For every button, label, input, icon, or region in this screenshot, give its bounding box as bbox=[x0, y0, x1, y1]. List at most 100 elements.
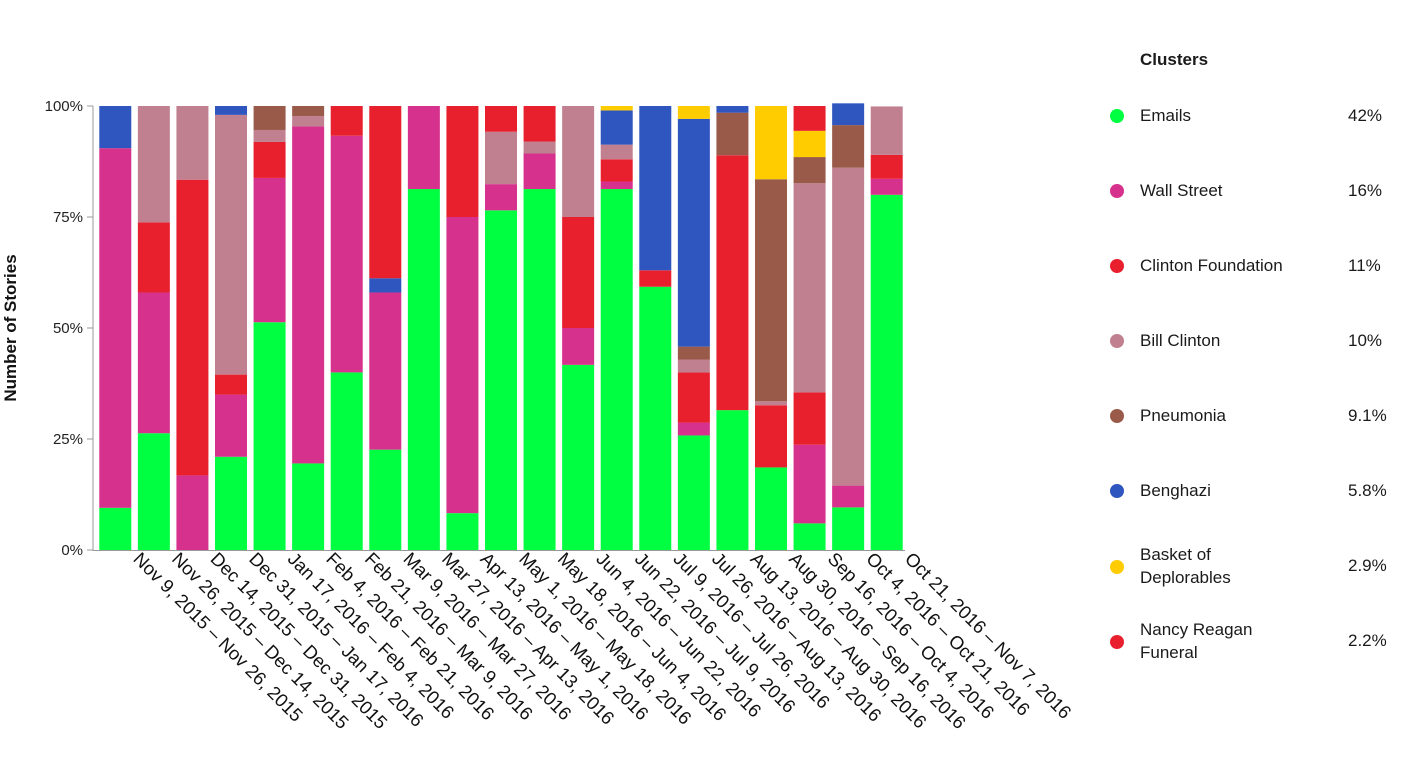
bar-segment bbox=[716, 112, 749, 156]
legend-marker bbox=[1110, 334, 1124, 348]
legend-marker bbox=[1110, 259, 1124, 273]
bar-segment bbox=[600, 159, 633, 182]
legend-item: Nancy Reagan Funeral 2.2% bbox=[1090, 620, 1400, 679]
legend-marker bbox=[1110, 409, 1124, 423]
bar-segment bbox=[137, 106, 170, 223]
legend-label: Wall Street bbox=[1140, 181, 1223, 200]
bar-segment bbox=[793, 183, 826, 393]
legend-marker bbox=[1110, 184, 1124, 198]
bar-segment bbox=[446, 106, 479, 217]
bar-segment bbox=[870, 106, 903, 155]
bar-segment bbox=[523, 189, 556, 550]
bar-segment bbox=[870, 154, 903, 179]
bars bbox=[99, 103, 903, 551]
bar-segment bbox=[639, 286, 672, 550]
bar-segment bbox=[485, 106, 517, 132]
legend-share: 42% bbox=[1348, 106, 1383, 125]
legend-label: Pneumonia bbox=[1140, 406, 1227, 425]
y-axis: 0% 25% 50% 75% 100% bbox=[45, 98, 905, 559]
bar-segment bbox=[176, 475, 209, 550]
y-tick-label: 25% bbox=[53, 431, 83, 448]
bar-segment bbox=[600, 110, 633, 145]
legend-label: Nancy Reagan Funeral bbox=[1140, 620, 1253, 662]
bar-segment bbox=[793, 523, 826, 550]
bar-segment bbox=[253, 129, 286, 142]
bar-segment bbox=[562, 217, 595, 328]
legend-share: 2.9% bbox=[1348, 556, 1387, 575]
legend-item: Emails 42% bbox=[1090, 104, 1400, 154]
bar-segment bbox=[485, 210, 517, 550]
bar-segment bbox=[716, 410, 749, 550]
bar-segment bbox=[793, 106, 826, 131]
bar-segment bbox=[99, 148, 132, 508]
bar-segment bbox=[369, 106, 402, 279]
bar-segment bbox=[330, 135, 363, 373]
bar-segment bbox=[600, 189, 633, 550]
bar-segment bbox=[639, 106, 672, 271]
legend-label: Bill Clinton bbox=[1140, 331, 1221, 350]
bar-segment bbox=[755, 401, 787, 406]
bar-segment bbox=[832, 485, 865, 508]
bar-segment bbox=[562, 106, 595, 217]
bar-segment bbox=[677, 372, 710, 423]
legend-item: Clinton Foundation 11% bbox=[1090, 254, 1400, 304]
legend-item: Basket of Deplorables 2.9% bbox=[1090, 545, 1400, 604]
bar-segment bbox=[832, 507, 865, 550]
bar-segment bbox=[755, 405, 787, 468]
bar-segment bbox=[523, 153, 556, 190]
bar-segment bbox=[137, 292, 170, 434]
y-tick-label: 50% bbox=[53, 320, 83, 337]
bar-segment bbox=[716, 155, 749, 411]
bar-segment bbox=[215, 114, 247, 375]
legend-item: Wall Street 16% bbox=[1090, 179, 1400, 229]
legend-share: 2.2% bbox=[1348, 631, 1387, 650]
bar-segment bbox=[253, 322, 286, 550]
bar-segment bbox=[600, 106, 633, 111]
bar-segment bbox=[485, 131, 517, 185]
bar-segment bbox=[677, 346, 710, 360]
bar-segment bbox=[407, 106, 440, 190]
legend-item: Pneumonia 9.1% bbox=[1090, 404, 1400, 454]
bar-segment bbox=[253, 141, 286, 178]
bar-segment bbox=[716, 106, 749, 113]
legend-item: Bill Clinton 10% bbox=[1090, 329, 1400, 379]
legend-marker bbox=[1110, 484, 1124, 498]
bar-segment bbox=[292, 463, 325, 550]
legend-share: 5.8% bbox=[1348, 481, 1387, 500]
legend-marker bbox=[1110, 635, 1124, 649]
bar-segment bbox=[523, 141, 556, 154]
y-tick-label: 0% bbox=[61, 542, 83, 559]
bar-segment bbox=[562, 328, 595, 365]
legend-label: Basket of Deplorables bbox=[1140, 545, 1231, 587]
bar-segment bbox=[562, 364, 595, 550]
bar-segment bbox=[292, 106, 325, 117]
legend-label: Clinton Foundation bbox=[1140, 256, 1283, 275]
legend-share: 16% bbox=[1348, 181, 1383, 200]
bar-segment bbox=[600, 144, 633, 160]
bar-segment bbox=[253, 106, 286, 130]
bar-segment bbox=[832, 167, 865, 486]
bar-segment bbox=[215, 374, 247, 395]
bar-segment bbox=[523, 106, 556, 142]
bar-segment bbox=[793, 392, 826, 445]
bar-segment bbox=[215, 394, 247, 457]
bar-segment bbox=[832, 125, 865, 168]
legend-share: 10% bbox=[1348, 331, 1383, 350]
bar-segment bbox=[870, 178, 903, 195]
legend-item: Benghazi 5.8% bbox=[1090, 479, 1400, 529]
bar-segment bbox=[677, 118, 710, 347]
bar-segment bbox=[832, 103, 865, 126]
legend-marker bbox=[1110, 560, 1124, 574]
bar-segment bbox=[793, 130, 826, 158]
bar-segment bbox=[137, 433, 170, 550]
bar-segment bbox=[677, 106, 710, 119]
bar-segment bbox=[677, 359, 710, 373]
bar-segment bbox=[176, 179, 209, 476]
bar-segment bbox=[600, 181, 633, 190]
bar-segment bbox=[485, 184, 517, 211]
legend-title: Clusters bbox=[1140, 50, 1209, 69]
bar-segment bbox=[639, 270, 672, 287]
bar-segment bbox=[677, 422, 710, 436]
